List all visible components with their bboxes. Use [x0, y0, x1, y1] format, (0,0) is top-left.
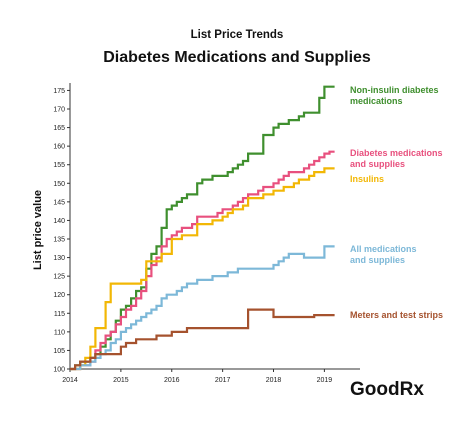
series-labels: Non-insulin diabetes medications Diabetes … — [350, 85, 443, 320]
y-tick-label: 145 — [53, 199, 65, 206]
series-label-2: Insulins — [350, 174, 384, 184]
series-line-0 — [70, 85, 335, 371]
series-label-4: Meters and test strips — [350, 310, 443, 320]
x-tick-label: 2019 — [317, 377, 333, 384]
x-tick-label: 2018 — [266, 377, 282, 384]
y-tick-label: 115 — [54, 311, 65, 318]
y-tick-label: 130 — [53, 255, 65, 262]
chart-title: Diabetes Medications and Supplies — [103, 49, 371, 66]
x-tick-label: 2015 — [113, 377, 129, 384]
x-tick-label: 2017 — [215, 377, 231, 384]
y-axis-label: List price value — [32, 190, 44, 270]
x-tick-label: 2014 — [62, 377, 78, 384]
y-tick-label: 105 — [53, 348, 65, 355]
series-lines — [70, 85, 335, 371]
x-tick-label: 2016 — [164, 377, 180, 384]
y-tick-label: 120 — [53, 292, 65, 299]
series-label-0: Non-insulin diabetes medications — [350, 85, 439, 106]
series-line-4 — [70, 308, 335, 371]
goodrx-logo: GoodRx — [350, 379, 424, 400]
series-line-2 — [70, 167, 335, 371]
series-label-3: All medications and supplies — [350, 244, 417, 265]
logo-text: GoodRx — [350, 379, 424, 400]
y-tick-label: 170 — [53, 107, 65, 114]
series-label-1: Diabetes medications and supplies — [350, 148, 443, 169]
y-tick-label: 140 — [53, 218, 65, 225]
y-tick-label: 165 — [53, 125, 65, 132]
y-tick-label: 150 — [53, 181, 65, 188]
y-ticks: 100 105 110 115 120 125 130 135 140 145 150 155 160 1… — [53, 88, 70, 374]
series-line-3 — [70, 245, 335, 371]
x-ticks: 2014 2015 2016 2017 2018 2019 — [62, 369, 332, 384]
y-tick-label: 100 — [53, 367, 65, 374]
chart-subtitle: List Price Trends — [191, 29, 284, 41]
y-tick-label: 125 — [53, 274, 65, 281]
y-tick-label: 160 — [53, 144, 65, 151]
y-tick-label: 155 — [53, 162, 65, 169]
y-tick-label: 135 — [53, 237, 65, 244]
y-tick-label: 110 — [54, 329, 65, 336]
y-tick-label: 175 — [53, 88, 65, 95]
